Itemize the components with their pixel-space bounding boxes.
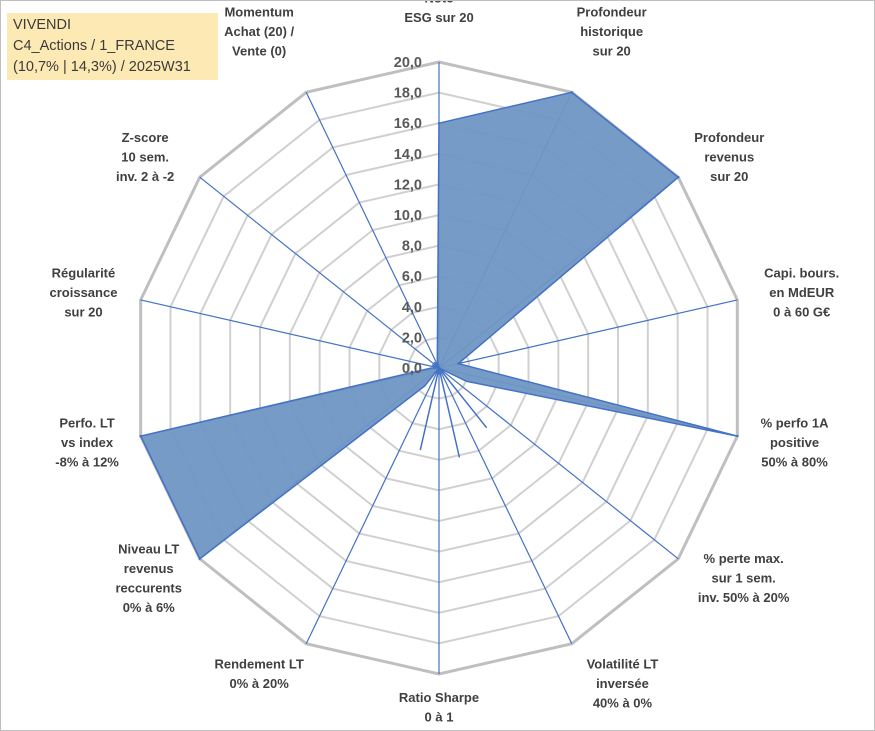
tick-label: 12,0 bbox=[394, 177, 422, 193]
axis-label: Rendement LT 0% à 20% bbox=[214, 657, 303, 692]
axis-label: % perte max. sur 1 sem. inv. 50% à 20% bbox=[698, 551, 790, 605]
axis-spoke bbox=[199, 176, 440, 369]
axis-label-line: Régularité bbox=[52, 265, 116, 280]
info-box: VIVENDI C4_Actions / 1_FRANCE (10,7% | 1… bbox=[7, 13, 218, 80]
axis-label: Profondeur revenus sur 20 bbox=[694, 130, 764, 184]
tick-label: 4,0 bbox=[402, 300, 422, 316]
axis-label-line: inversée bbox=[596, 676, 649, 691]
axis-label-line: ESG sur 20 bbox=[404, 10, 473, 25]
axis-label-line: Z-score bbox=[122, 130, 169, 145]
axis-label-line: revenus bbox=[124, 561, 174, 576]
axis-label: Momentum Achat (20) / Vente (0) bbox=[224, 4, 294, 58]
axis-label: Régularité croissance sur 20 bbox=[50, 265, 118, 319]
axis-label-line: reccurents bbox=[115, 580, 181, 595]
axis-label-line: positive bbox=[770, 435, 819, 450]
axis-label-line: sur 20 bbox=[592, 43, 630, 58]
data-point bbox=[139, 434, 142, 438]
axis-label-line: 0 à 60 G€ bbox=[773, 304, 830, 319]
axis-label: % perfo 1A positive 50% à 80% bbox=[761, 416, 830, 470]
axis-label: Profondeur historique sur 20 bbox=[577, 4, 647, 58]
axis-spoke bbox=[438, 299, 738, 369]
axis-label-line: croissance bbox=[50, 285, 118, 300]
axis-label-line: en MdEUR bbox=[769, 285, 835, 300]
axis-label: Niveau LT revenus reccurents 0% à 6% bbox=[115, 541, 181, 615]
axis-label-line: Profondeur bbox=[577, 4, 647, 19]
axis-label: Capi. bours. en MdEUR 0 à 60 G€ bbox=[764, 265, 839, 319]
portfolio-label: C4_Actions / 1_FRANCE bbox=[13, 38, 175, 54]
axis-spoke bbox=[438, 367, 573, 644]
tick-label: 10,0 bbox=[394, 208, 422, 224]
tick-label: 18,0 bbox=[394, 86, 422, 102]
data-point bbox=[677, 176, 680, 179]
data-point bbox=[570, 91, 573, 94]
weights-week: (10,7% | 14,3%) / 2025W31 bbox=[13, 59, 191, 75]
axis-spoke bbox=[305, 92, 440, 369]
axis-label-line: 0% à 6% bbox=[123, 600, 175, 615]
axis-label-line: Perfo. LT bbox=[59, 416, 114, 431]
data-point bbox=[457, 362, 460, 365]
axis-labels: Note ESG sur 20 Profondeur historique sur 20… bbox=[50, 1, 840, 725]
axis-label-line: inv. 2 à -2 bbox=[116, 169, 174, 184]
tick-label: 0,0 bbox=[402, 361, 422, 377]
axis-label-line: 10 sem. bbox=[121, 149, 169, 164]
data-point bbox=[437, 122, 441, 125]
axis-label: Ratio Sharpe 0 à 1 bbox=[399, 690, 479, 725]
axis-label-line: Niveau LT bbox=[118, 541, 179, 556]
axis-label: Volatilité LT inversée 40% à 0% bbox=[587, 657, 659, 711]
axis-label-line: Note bbox=[425, 1, 454, 6]
axis-label-line: Vente (0) bbox=[232, 43, 286, 58]
series-polygon bbox=[139, 91, 738, 560]
axis-label: Z-score 10 sem. inv. 2 à -2 bbox=[116, 130, 174, 184]
axis-label-line: Achat (20) / bbox=[224, 24, 294, 39]
tick-label: 14,0 bbox=[394, 147, 422, 163]
tick-label: 8,0 bbox=[402, 239, 422, 255]
axis-spoke bbox=[305, 367, 440, 644]
axis-label-line: Ratio Sharpe bbox=[399, 690, 479, 705]
axis-label-line: revenus bbox=[704, 149, 754, 164]
series-area bbox=[139, 91, 739, 560]
axis-label-line: 0 à 1 bbox=[425, 710, 454, 725]
axis-label-line: -8% à 12% bbox=[55, 455, 119, 470]
axis-label-line: historique bbox=[580, 24, 643, 39]
data-point bbox=[198, 557, 201, 560]
axis-label-line: 0% à 20% bbox=[230, 676, 290, 691]
axis-label-line: Profondeur bbox=[694, 130, 764, 145]
axis-label-line: sur 20 bbox=[710, 169, 748, 184]
axis-label-line: Momentum bbox=[224, 4, 293, 19]
axis-label-line: % perte max. bbox=[704, 551, 784, 566]
data-point bbox=[736, 434, 739, 438]
axis-label-line: sur 20 bbox=[64, 304, 102, 319]
axis-label-line: inv. 50% à 20% bbox=[698, 590, 790, 605]
axis-label-line: 50% à 80% bbox=[761, 455, 828, 470]
axis-label-line: vs index bbox=[61, 435, 114, 450]
tick-label: 6,0 bbox=[402, 269, 422, 285]
axis-label-line: sur 1 sem. bbox=[711, 571, 775, 586]
axis-spoke bbox=[140, 299, 440, 369]
company-name: VIVENDI bbox=[13, 17, 72, 33]
axis-label-line: 40% à 0% bbox=[593, 696, 653, 711]
tick-label: 2,0 bbox=[402, 330, 422, 346]
axis-label-line: % perfo 1A bbox=[761, 416, 830, 431]
radial-tick-labels: 0,0 2,0 4,0 6,0 8,0 10,0 12,0 14,0 16,0 18,0 20,0 bbox=[394, 55, 422, 377]
axis-label-line: Capi. bours. bbox=[764, 265, 839, 280]
axis-label-line: Volatilité LT bbox=[587, 657, 659, 672]
tick-label: 20,0 bbox=[394, 55, 422, 71]
axis-label-line: Rendement LT bbox=[214, 657, 303, 672]
tick-label: 16,0 bbox=[394, 116, 422, 132]
axis-spoke bbox=[438, 367, 679, 560]
axis-label: Perfo. LT vs index -8% à 12% bbox=[55, 416, 119, 470]
axis-label: Note ESG sur 20 bbox=[404, 1, 473, 25]
data-point bbox=[437, 366, 441, 370]
